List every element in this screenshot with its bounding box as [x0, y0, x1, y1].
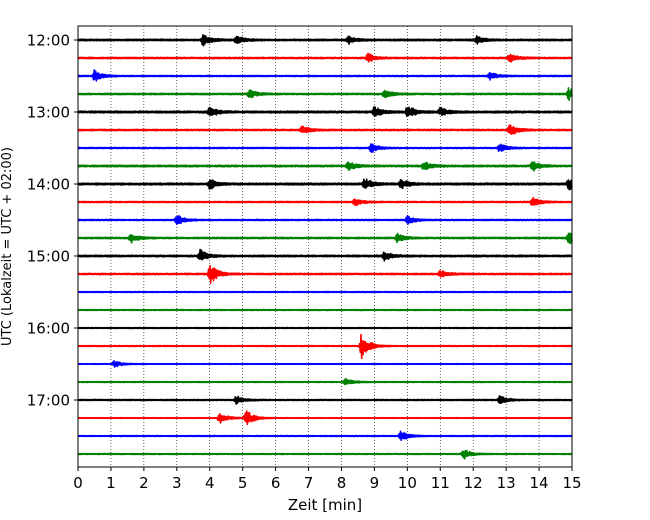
x-tick-label-3: 3	[172, 474, 182, 492]
x-tick-label-6: 6	[271, 474, 281, 492]
plot-frame	[77, 25, 573, 468]
x-tick-label-5: 5	[238, 474, 248, 492]
x-tick-label-9: 9	[370, 474, 380, 492]
x-tick-label-11: 11	[431, 474, 450, 492]
x-tick-label-1: 1	[106, 474, 116, 492]
y-tick-label-1700: 17:00	[27, 392, 70, 410]
x-tick-label-12: 12	[464, 474, 483, 492]
x-tick-label-14: 14	[530, 474, 549, 492]
y-tick-label-1400: 14:00	[27, 176, 70, 194]
y-tick-label-1200: 12:00	[27, 32, 70, 50]
x-tick-label-0: 0	[73, 474, 83, 492]
y-axis-ticks: 12:00 13:00 14:00 15:00 16:00 17:00	[27, 32, 78, 410]
x-tick-label-2: 2	[139, 474, 149, 492]
x-tick-label-15: 15	[562, 474, 581, 492]
x-tick-label-10: 10	[398, 474, 417, 492]
x-tick-label-4: 4	[205, 474, 215, 492]
x-tick-label-8: 8	[337, 474, 347, 492]
y-axis-label: UTC (Lokalzeit = UTC + 02:00)	[0, 147, 15, 346]
y-tick-label-1500: 15:00	[27, 248, 70, 266]
y-tick-label-1600: 16:00	[27, 320, 70, 338]
x-tick-label-7: 7	[304, 474, 314, 492]
x-axis-label: Zeit [min]	[288, 496, 362, 514]
x-axis-ticks: 0 1 2 3 4 5 6 7 8 9 10 11 12 13 14 15	[73, 467, 582, 492]
trace-1500	[77, 248, 573, 262]
y-tick-label-1300: 13:00	[27, 104, 70, 122]
trace-group	[77, 33, 573, 460]
x-tick-label-13: 13	[497, 474, 516, 492]
